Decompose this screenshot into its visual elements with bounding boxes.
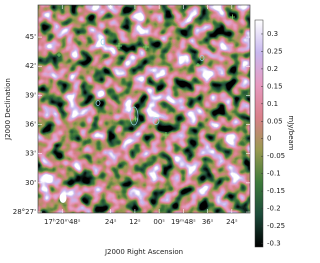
y-tick-label: 45' bbox=[25, 33, 36, 41]
colorbar-tick-label: 0 bbox=[267, 135, 271, 143]
colorbar-tick-label: -0.25 bbox=[267, 222, 285, 230]
x-tick-label: 19ᵐ48ˢ bbox=[171, 218, 196, 226]
y-tick-label: 39' bbox=[25, 91, 36, 99]
colorbar-tick-label: 0.3 bbox=[267, 30, 278, 38]
y-tick-label: 36' bbox=[25, 121, 36, 129]
y-tick-label: 30' bbox=[25, 179, 36, 187]
chart: J2000 Declination J2000 Right Ascension … bbox=[4, 4, 295, 256]
markers bbox=[57, 14, 235, 138]
y-tick-label: 33' bbox=[25, 150, 36, 158]
beam bbox=[59, 193, 67, 203]
plot-frame bbox=[37, 4, 251, 214]
x-tick-label: 00ˢ bbox=[153, 218, 165, 226]
colorbar-tick-label: 0.05 bbox=[267, 117, 283, 125]
y-tick-label: 42' bbox=[25, 62, 36, 70]
colorbar-label: mJy/beam bbox=[287, 115, 295, 150]
colorbar-tick-label: 0.25 bbox=[267, 47, 283, 55]
y-axis-label: J2000 Declination bbox=[4, 78, 12, 141]
y-tick-label: 28°27' bbox=[13, 208, 36, 216]
colorbar-tick-label: 0.15 bbox=[267, 82, 283, 90]
x-tick-label: 12ˢ bbox=[129, 218, 141, 226]
colorbar-tick-label: 0.1 bbox=[267, 100, 278, 108]
x-tick-label: 17ʰ20ᵐ48ˢ bbox=[44, 218, 81, 226]
colorbar-tick-label: -0.1 bbox=[267, 170, 281, 178]
colorbar-tick-label: -0.15 bbox=[267, 187, 285, 195]
noise-map bbox=[38, 5, 250, 213]
x-axis-label: J2000 Right Ascension bbox=[104, 248, 183, 256]
colorbar-tick-label: -0.2 bbox=[267, 205, 281, 213]
x-tick-label: 36ˢ bbox=[202, 218, 214, 226]
x-tick-label: 24ˢ bbox=[226, 218, 238, 226]
contours bbox=[95, 38, 205, 126]
colorbar-tick-label: -0.3 bbox=[267, 240, 281, 248]
colorbar bbox=[254, 19, 264, 248]
x-tick-label: 24ˢ bbox=[105, 218, 117, 226]
colorbar-tick-label: 0.2 bbox=[267, 65, 278, 73]
colorbar-tick-label: -0.05 bbox=[267, 152, 285, 160]
image bbox=[38, 5, 250, 213]
